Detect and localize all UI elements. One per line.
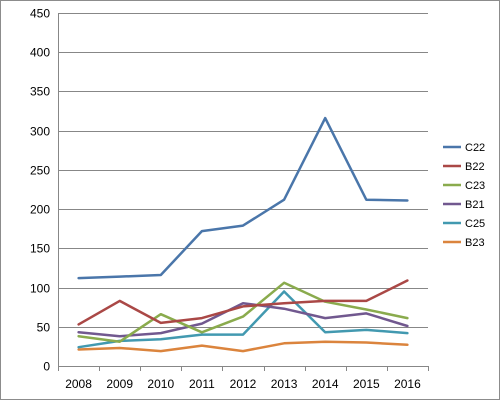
y-tick-label: 400 (30, 46, 50, 60)
x-tick-label: 2010 (147, 377, 174, 391)
legend-item-b22: B22 (443, 161, 485, 173)
legend-label: C22 (465, 142, 485, 154)
x-tick-label: 2014 (312, 377, 339, 391)
y-tick-label: 50 (37, 321, 51, 335)
x-tick-label: 2012 (230, 377, 257, 391)
legend-item-b23: B23 (443, 237, 485, 249)
y-tick-label: 350 (30, 85, 50, 99)
x-tick-label: 2016 (394, 377, 421, 391)
axes (58, 13, 429, 371)
x-tick-label: 2013 (271, 377, 298, 391)
y-tick-label: 200 (30, 203, 50, 217)
legend-label: C25 (465, 218, 485, 230)
x-tick-label: 2009 (106, 377, 133, 391)
x-tick-label: 2015 (353, 377, 380, 391)
y-tick-label: 450 (30, 7, 50, 21)
legend: C22 B22 C23 B21 C25 B23 (443, 142, 485, 249)
x-tick-label: 2008 (65, 377, 92, 391)
legend-item-c22: C22 (443, 142, 485, 154)
legend-item-c25: C25 (443, 218, 485, 230)
legend-item-c23: C23 (443, 180, 485, 192)
y-tick-label: 100 (30, 282, 50, 296)
y-tick-label: 250 (30, 164, 50, 178)
series-line-b21 (77, 301, 409, 338)
y-axis-tick-labels: 0 50 100 150 200 250 300 350 400 450 (30, 7, 50, 374)
gridlines (58, 13, 428, 328)
series-line-c22 (77, 116, 409, 280)
y-tick-label: 300 (30, 125, 50, 139)
x-axis-tick-labels: 2008 2009 2010 2011 2012 2013 2014 2015 2016 (65, 377, 421, 391)
legend-item-b21: B21 (443, 199, 485, 211)
series-line-b23 (77, 340, 409, 353)
series-line-c25 (77, 290, 409, 349)
y-tick-label: 150 (30, 242, 50, 256)
legend-label: B23 (465, 237, 485, 249)
x-tick-label: 2011 (189, 377, 215, 391)
series-line-c23 (77, 281, 409, 343)
series-line-b22 (77, 279, 409, 326)
y-tick-label: 0 (43, 360, 50, 374)
legend-label: B21 (465, 199, 485, 211)
legend-label: B22 (465, 161, 485, 173)
series-lines (77, 116, 409, 353)
legend-label: C23 (465, 180, 485, 192)
